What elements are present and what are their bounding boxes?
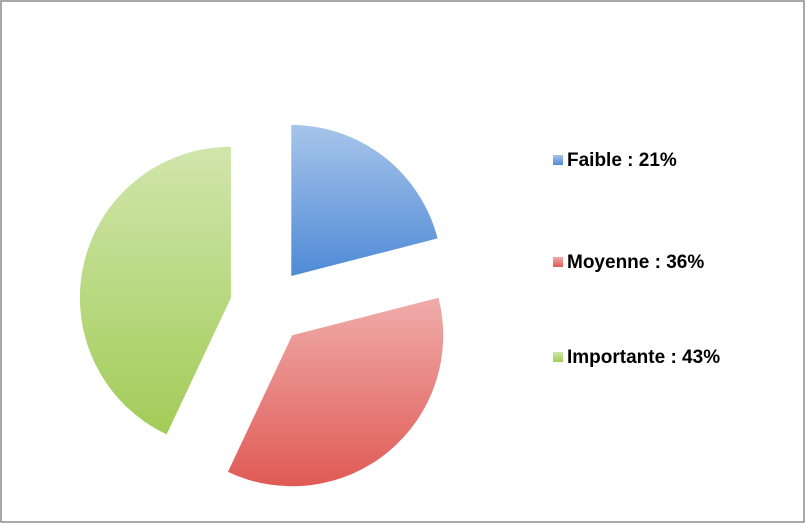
legend-swatch [553,257,563,267]
legend-swatch [553,155,563,165]
pie-slice [227,297,444,487]
legend-label: Moyenne : 36% [567,252,704,273]
legend-label: Importante : 43% [567,347,720,368]
legend-swatch [553,352,563,362]
pie-slice [291,124,438,276]
pie-slice [79,146,231,435]
legend-label: Faible : 21% [567,150,677,171]
